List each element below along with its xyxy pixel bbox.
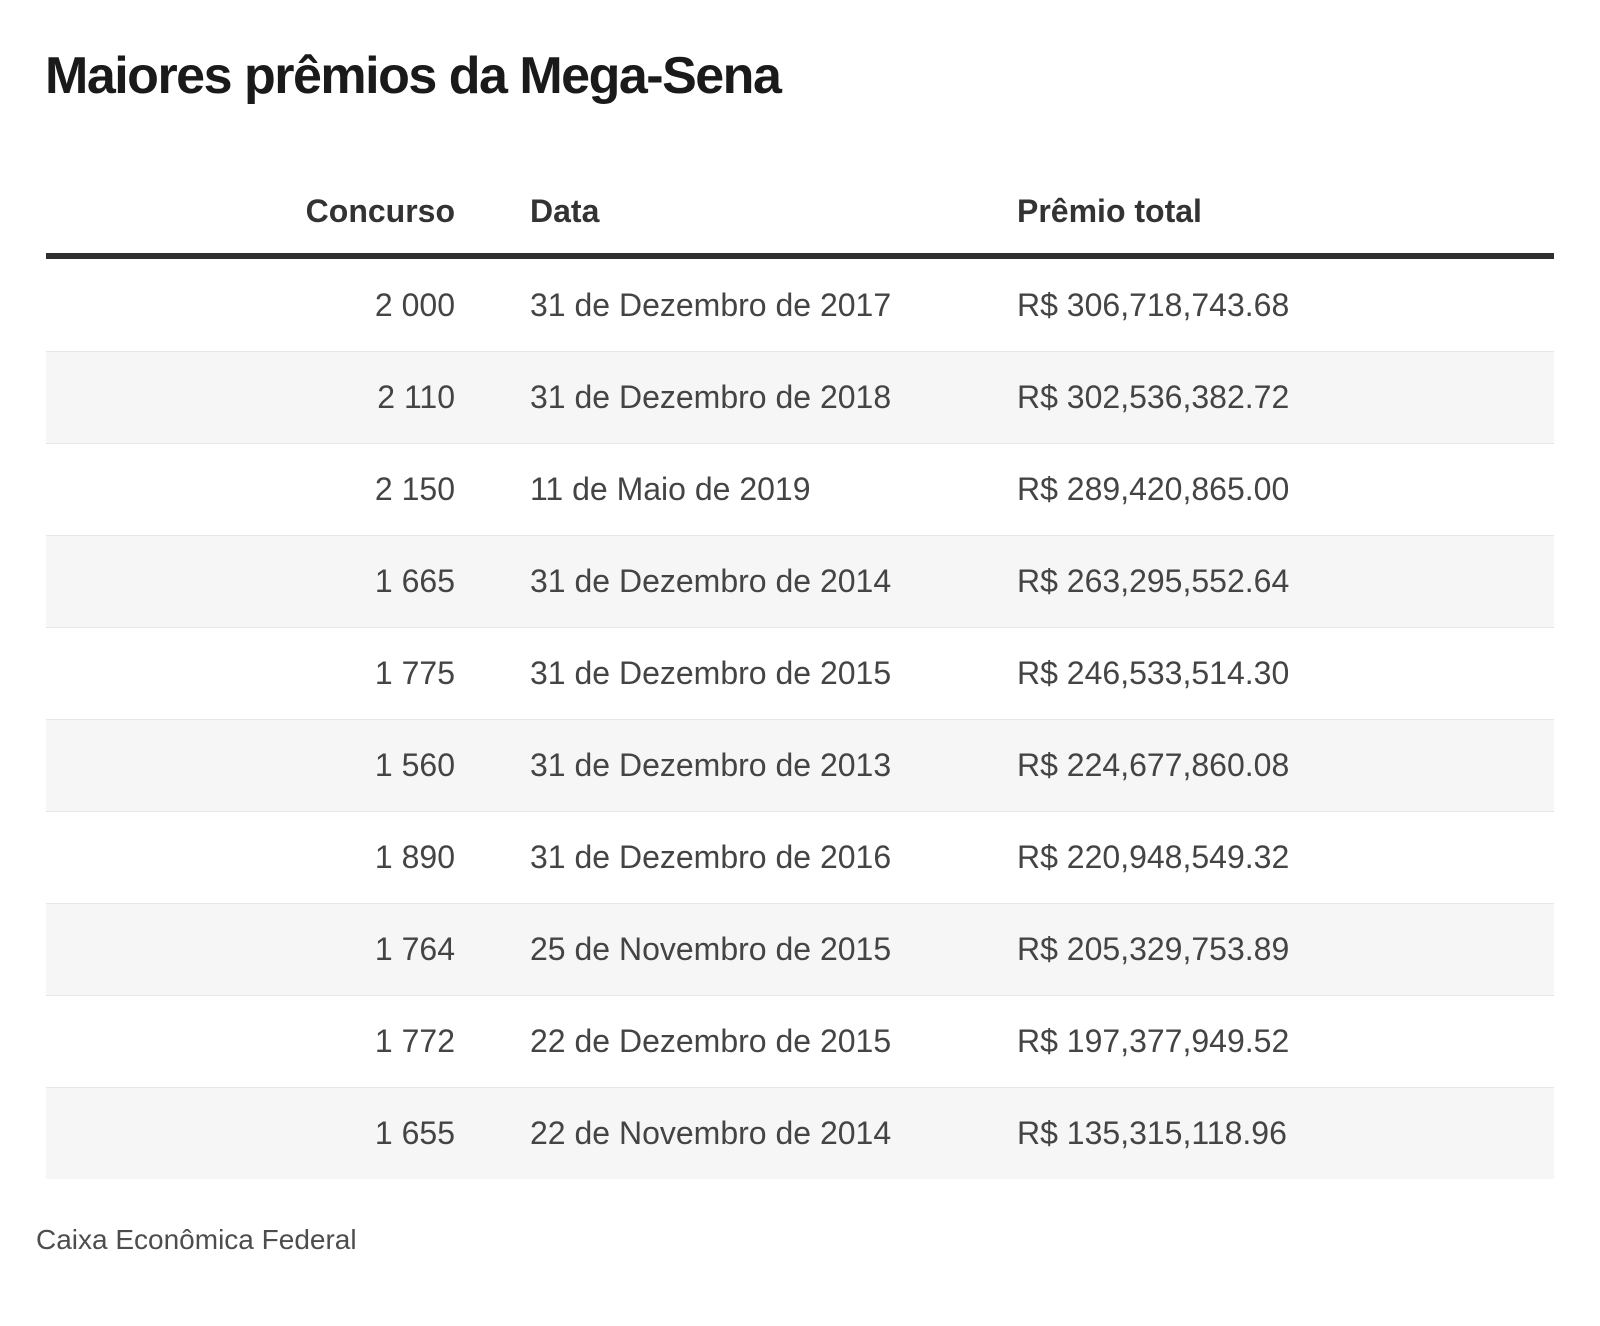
cell-data: 31 de Dezembro de 2015 [530, 655, 892, 691]
cell-data: 31 de Dezembro de 2018 [530, 379, 892, 415]
column-header-concurso: Concurso [305, 192, 455, 229]
cell-premio-total: R$ 205,329,753.89 [1017, 931, 1290, 967]
cell-data: 31 de Dezembro de 2013 [530, 747, 892, 783]
table-row: 2 150 11 de Maio de 2019 R$ 289,420,865.… [46, 443, 1554, 535]
header-rule-divider [46, 253, 1554, 259]
cell-data: 22 de Novembro de 2014 [530, 1115, 892, 1151]
table-row: 1 775 31 de Dezembro de 2015 R$ 246,533,… [46, 627, 1554, 719]
cell-concurso: 2 000 [374, 286, 455, 323]
cell-premio-total: R$ 197,377,949.52 [1017, 1023, 1290, 1059]
table-row: 2 000 31 de Dezembro de 2017 R$ 306,718,… [46, 259, 1554, 351]
table-header-row: Concurso Data Prêmio total [46, 160, 1554, 253]
cell-concurso: 1 764 [374, 931, 455, 967]
source-credit: Caixa Econômica Federal [36, 1224, 357, 1255]
cell-premio-total: R$ 263,295,552.64 [1017, 563, 1290, 599]
column-header-premio-total: Prêmio total [1017, 192, 1202, 229]
cell-premio-total: R$ 302,536,382.72 [1017, 379, 1290, 415]
table-body: 2 000 31 de Dezembro de 2017 R$ 306,718,… [46, 259, 1554, 1179]
table-row: 1 665 31 de Dezembro de 2014 R$ 263,295,… [46, 535, 1554, 627]
table-row: 2 110 31 de Dezembro de 2018 R$ 302,536,… [46, 351, 1554, 443]
cell-premio-total: R$ 224,677,860.08 [1017, 747, 1290, 783]
cell-premio-total: R$ 135,315,118.96 [1017, 1115, 1287, 1151]
table-row: 1 655 22 de Novembro de 2014 R$ 135,315,… [46, 1087, 1554, 1179]
cell-data: 22 de Dezembro de 2015 [530, 1023, 892, 1059]
cell-data: 25 de Novembro de 2015 [530, 931, 892, 967]
cell-premio-total: R$ 220,948,549.32 [1017, 839, 1290, 875]
cell-concurso: 1 655 [374, 1115, 455, 1151]
prizes-table: Concurso Data Prêmio total 2 000 31 de D… [46, 160, 1554, 1179]
cell-data: 31 de Dezembro de 2017 [530, 286, 892, 323]
table-row: 1 890 31 de Dezembro de 2016 R$ 220,948,… [46, 811, 1554, 903]
page-title: Maiores prêmios da Mega-Sena [45, 47, 782, 105]
cell-premio-total: R$ 246,533,514.30 [1017, 655, 1290, 691]
cell-concurso: 1 890 [374, 839, 455, 875]
table-row: 1 560 31 de Dezembro de 2013 R$ 224,677,… [46, 719, 1554, 811]
column-header-data: Data [530, 192, 600, 229]
cell-concurso: 2 110 [377, 379, 455, 415]
table-row: 1 772 22 de Dezembro de 2015 R$ 197,377,… [46, 995, 1554, 1087]
cell-data: 11 de Maio de 2019 [530, 471, 811, 507]
cell-concurso: 1 775 [374, 655, 455, 691]
table-row: 1 764 25 de Novembro de 2015 R$ 205,329,… [46, 903, 1554, 995]
cell-data: 31 de Dezembro de 2014 [530, 563, 892, 599]
cell-concurso: 1 772 [374, 1023, 455, 1059]
cell-premio-total: R$ 306,718,743.68 [1017, 286, 1290, 323]
cell-concurso: 2 150 [374, 471, 455, 507]
cell-concurso: 1 560 [374, 747, 455, 783]
cell-premio-total: R$ 289,420,865.00 [1017, 471, 1290, 507]
cell-data: 31 de Dezembro de 2016 [530, 839, 892, 875]
cell-concurso: 1 665 [374, 563, 455, 599]
